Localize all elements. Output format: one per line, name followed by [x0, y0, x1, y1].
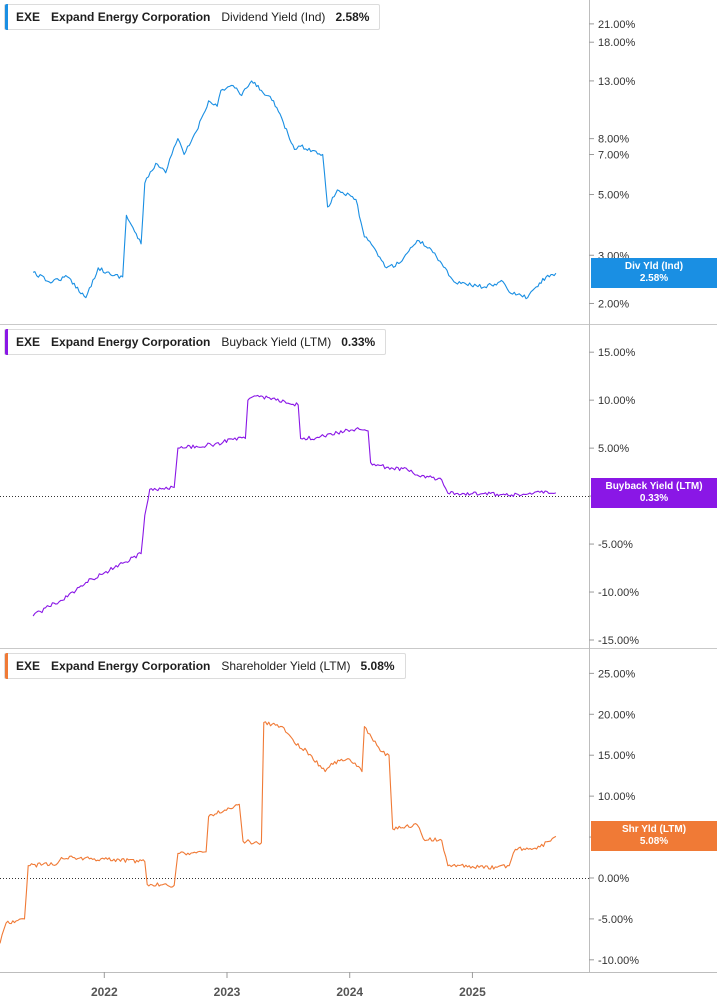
- y-tick-label: 5.00%: [598, 190, 629, 202]
- tag-label: Shr Yld (LTM): [621, 824, 687, 836]
- legend-metric: Dividend Yield (Ind): [221, 10, 326, 24]
- legend-metric: Buyback Yield (LTM): [221, 335, 332, 349]
- y-tick-label: -10.00%: [598, 955, 639, 967]
- y-tick-label: 10.00%: [598, 395, 636, 407]
- tag-value: 5.08%: [639, 836, 669, 848]
- legend-color-bar: [5, 653, 8, 679]
- tag-label: Div Yld (Ind): [624, 261, 684, 273]
- x-tick-label: 2023: [214, 985, 241, 999]
- tag-value: 0.33%: [639, 492, 669, 504]
- legend-ticker: EXE: [16, 10, 41, 24]
- y-tick-label: -10.00%: [598, 587, 639, 599]
- legend-value: 5.08%: [360, 659, 395, 673]
- legend-company: Expand Energy Corporation: [51, 10, 211, 24]
- legend-ticker: EXE: [16, 335, 41, 349]
- current-value-tag: Buyback Yield (LTM) 0.33%: [591, 477, 717, 508]
- tag-value: 2.58%: [639, 273, 669, 285]
- y-tick-label: 0.00%: [598, 873, 629, 885]
- y-tick-label: 18.00%: [598, 37, 636, 49]
- y-tick-label: 13.00%: [598, 76, 636, 88]
- legend-color-bar: [5, 4, 8, 30]
- y-tick-label: 8.00%: [598, 134, 629, 146]
- series-line: [32, 80, 557, 300]
- y-tick-label: 21.00%: [598, 19, 636, 31]
- series-line: [0, 721, 557, 944]
- legend-company: Expand Energy Corporation: [51, 659, 211, 673]
- y-tick-label: -5.00%: [598, 914, 633, 926]
- y-tick-label: 15.00%: [598, 347, 636, 359]
- legend-value: 2.58%: [335, 10, 370, 24]
- legend-box[interactable]: EXE Expand Energy Corporation Shareholder …: [4, 653, 406, 679]
- y-tick-label: 2.00%: [598, 298, 629, 310]
- y-tick-label: 10.00%: [598, 791, 636, 803]
- legend-company: Expand Energy Corporation: [51, 335, 211, 349]
- legend-value: 0.33%: [341, 335, 376, 349]
- y-tick-label: -15.00%: [598, 635, 639, 647]
- y-tick-label: 25.00%: [598, 668, 636, 680]
- tag-label: Buyback Yield (LTM): [605, 480, 703, 492]
- x-tick-label: 2025: [459, 985, 486, 999]
- legend-color-bar: [5, 329, 8, 355]
- legend-box[interactable]: EXE Expand Energy Corporation Dividend Yie…: [4, 4, 381, 30]
- y-tick-label: 7.00%: [598, 150, 629, 162]
- series-line: [32, 394, 557, 617]
- legend-ticker: EXE: [16, 659, 41, 673]
- current-value-tag: Div Yld (Ind) 2.58%: [591, 258, 717, 289]
- y-tick-label: 5.00%: [598, 443, 629, 455]
- current-value-tag: Shr Yld (LTM) 5.08%: [591, 821, 717, 852]
- y-tick-label: 20.00%: [598, 709, 636, 721]
- legend-metric: Shareholder Yield (LTM): [221, 659, 351, 673]
- y-tick-label: 15.00%: [598, 750, 636, 762]
- x-tick-label: 2022: [91, 985, 118, 999]
- legend-box[interactable]: EXE Expand Energy Corporation Buyback Yiel…: [4, 329, 387, 355]
- x-tick-label: 2024: [336, 985, 363, 999]
- y-tick-label: -5.00%: [598, 539, 633, 551]
